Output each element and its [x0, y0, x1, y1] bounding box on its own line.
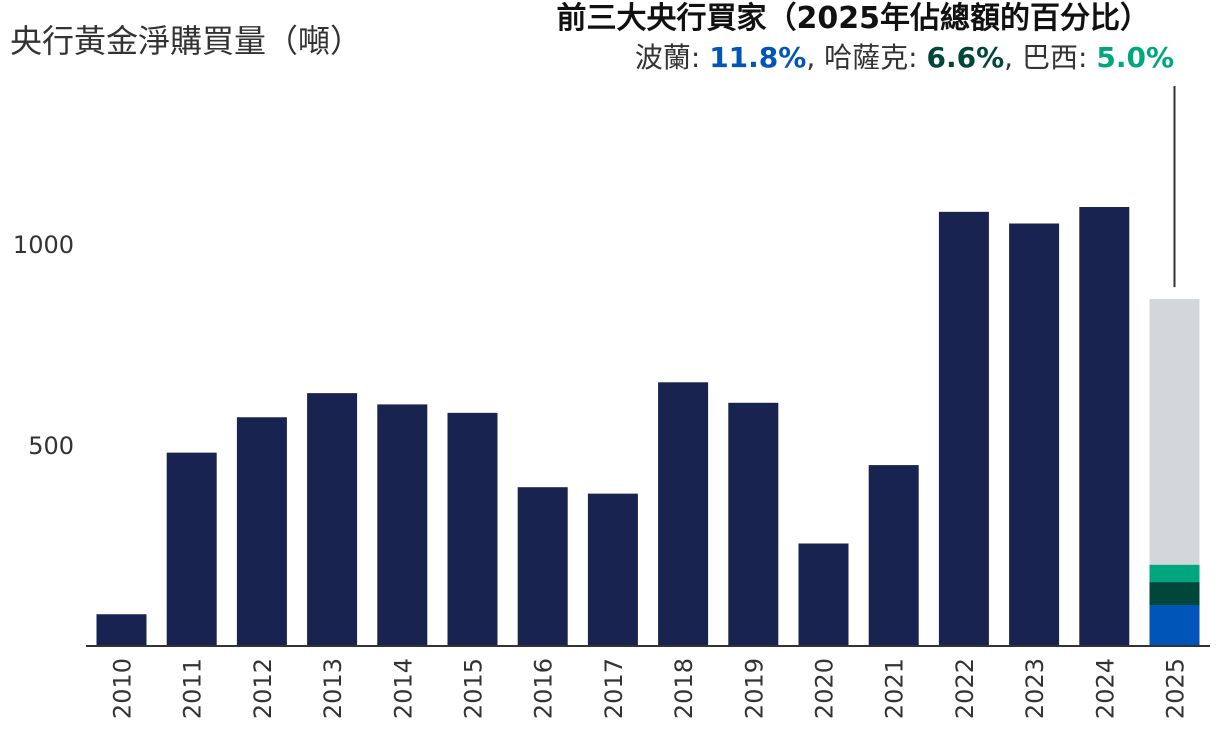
y-axis-title: 央行黃金淨購買量（噸）: [10, 22, 362, 60]
bar: [1079, 207, 1130, 647]
callout-name-1: 哈薩克: [824, 41, 908, 74]
x-tick-label: 2013: [319, 658, 347, 719]
y-tick-label: 500: [28, 432, 74, 460]
bar-2025-segment: [1149, 582, 1200, 605]
x-tick-label: 2010: [109, 658, 137, 719]
callout-sep: :: [691, 41, 709, 74]
callout-value-2: 5.0%: [1096, 41, 1174, 74]
callout-sep: :: [1078, 41, 1096, 74]
x-tick-label: 2020: [811, 658, 839, 719]
bar: [798, 543, 849, 646]
bar: [447, 412, 498, 646]
callout-value-0: 11.8%: [709, 41, 806, 74]
bar: [166, 452, 217, 646]
callout-name-0: 波蘭: [635, 41, 691, 74]
x-axis: 2010 2011 2012 2013 2014 2015 2016 2017 2018 2019…: [109, 658, 1190, 719]
callout-subtitle: 波蘭: 11.8%, 哈薩克: 6.6%, 巴西: 5.0%: [635, 41, 1174, 74]
x-tick-label: 2024: [1091, 658, 1119, 719]
callout: 前三大央行買家（2025年佔總額的百分比） 波蘭: 11.8%, 哈薩克: 6.…: [557, 1, 1175, 74]
x-tick-label: 2021: [881, 658, 909, 719]
bar: [517, 487, 568, 646]
y-tick-label: 1000: [13, 231, 74, 259]
callout-sep: :: [908, 41, 926, 74]
x-tick-label: 2019: [740, 658, 768, 719]
bar: [658, 382, 709, 646]
bar: [96, 614, 147, 646]
bars: [96, 207, 1200, 647]
bar-2025-segment: [1149, 564, 1200, 583]
y-axis: 500 1000: [13, 231, 74, 460]
callout-value-1: 6.6%: [927, 41, 1005, 74]
bar: [307, 393, 358, 646]
callout-name-2: 巴西: [1022, 41, 1078, 74]
x-tick-label: 2025: [1162, 658, 1190, 719]
x-tick-label: 2012: [249, 658, 277, 719]
bar: [587, 493, 638, 646]
x-tick-label: 2016: [530, 658, 558, 719]
x-tick-label: 2015: [460, 658, 488, 719]
bar: [377, 404, 428, 646]
x-tick-label: 2017: [600, 658, 628, 719]
x-tick-label: 2022: [951, 658, 979, 719]
x-tick-label: 2023: [1021, 658, 1049, 719]
bar: [236, 417, 287, 646]
bar: [868, 465, 919, 646]
callout-sep: ,: [1004, 41, 1022, 74]
bar-2025-segment: [1149, 604, 1200, 646]
bar: [728, 402, 779, 646]
callout-sep: ,: [806, 41, 824, 74]
x-tick-label: 2011: [179, 658, 207, 719]
x-tick-label: 2014: [389, 658, 417, 719]
callout-title: 前三大央行買家（2025年佔總額的百分比）: [557, 1, 1151, 36]
x-tick-label: 2018: [670, 658, 698, 719]
bar: [1009, 223, 1060, 647]
bar: [938, 211, 989, 646]
